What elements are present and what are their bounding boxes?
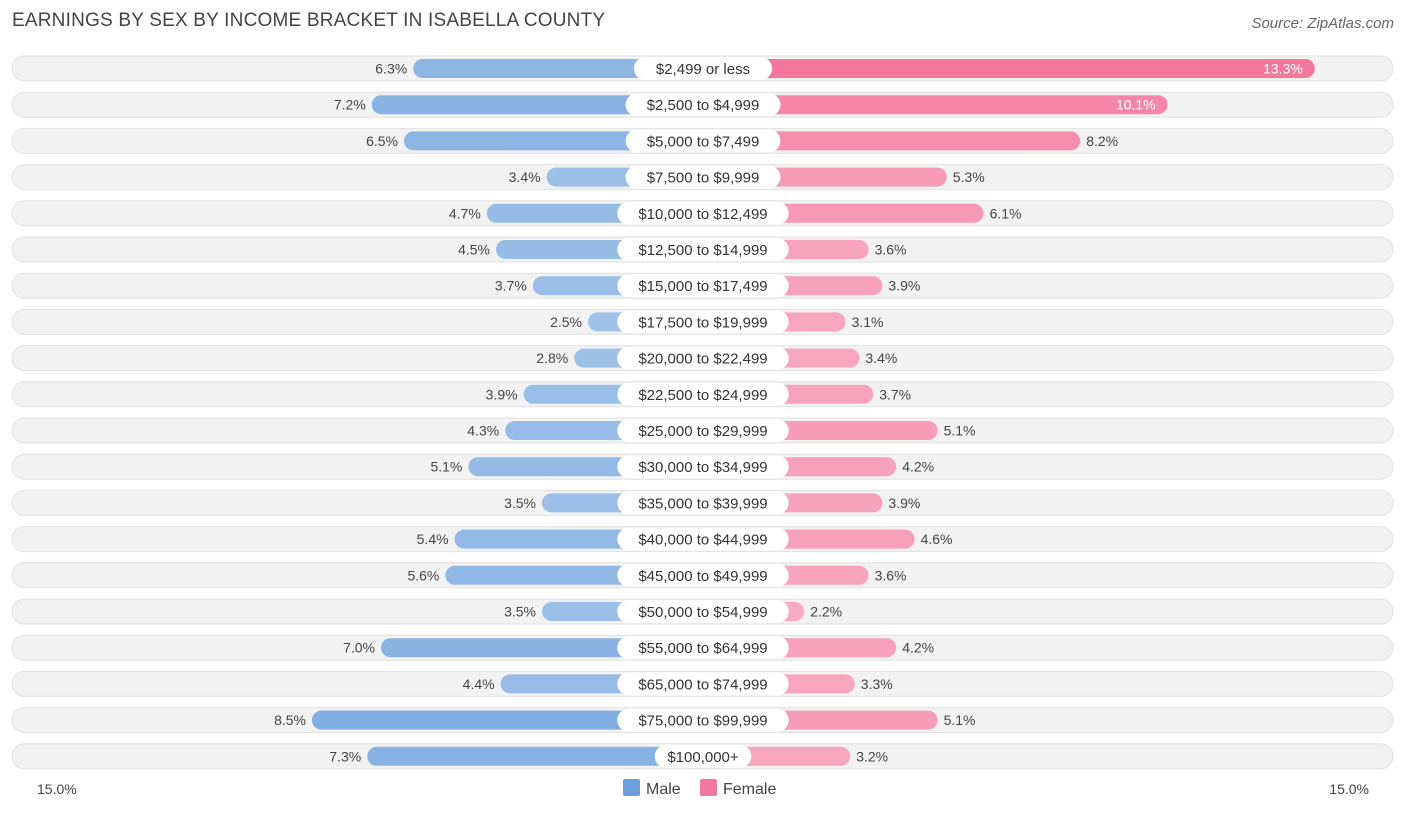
female-bar: [703, 131, 1081, 151]
category-label: $40,000 to $44,999: [638, 532, 767, 549]
female-value-label: 3.2%: [856, 748, 888, 764]
category-pill: [617, 419, 789, 442]
category-label: $12,500 to $14,999: [638, 242, 767, 259]
category-label: $2,499 or less: [656, 61, 750, 78]
female-value-label: 3.7%: [879, 386, 911, 402]
male-value-label: 2.8%: [536, 350, 568, 366]
category-label: $35,000 to $39,999: [638, 495, 767, 512]
female-value-label: 10.1%: [1116, 97, 1156, 113]
male-value-label: 5.1%: [430, 459, 462, 475]
male-value-label: 3.5%: [504, 495, 536, 511]
category-label: $50,000 to $54,999: [638, 604, 767, 621]
category-pill: [617, 346, 789, 370]
axis-left-label: 15.0%: [37, 781, 77, 797]
male-value-label: 4.7%: [449, 205, 481, 221]
female-value-label: 4.6%: [921, 531, 953, 547]
category-label: $30,000 to $34,999: [638, 459, 767, 476]
female-bar: [703, 95, 1168, 115]
category-label: $7,500 to $9,999: [647, 170, 760, 187]
category-label: $25,000 to $29,999: [638, 423, 767, 440]
female-value-label: 4.2%: [902, 459, 934, 475]
category-pill: [625, 129, 781, 153]
category-pill: [654, 744, 752, 768]
category-pill: [625, 93, 781, 117]
male-value-label: 3.5%: [504, 604, 536, 620]
category-pill: [617, 274, 789, 298]
male-value-label: 4.5%: [458, 242, 490, 258]
category-label: $22,500 to $24,999: [638, 387, 767, 404]
male-value-label: 3.9%: [486, 386, 518, 402]
category-label: $10,000 to $12,499: [638, 206, 767, 223]
female-value-label: 5.3%: [953, 169, 985, 185]
category-label: $15,000 to $17,499: [638, 278, 767, 295]
category-pill: [617, 201, 789, 225]
male-value-label: 5.6%: [407, 567, 439, 583]
category-label: $100,000+: [667, 749, 739, 766]
category-pill: [617, 382, 789, 406]
female-value-label: 3.9%: [888, 495, 920, 511]
legend-male-swatch: [623, 779, 640, 796]
female-value-label: 2.2%: [810, 604, 842, 620]
legend-female-label: Female: [723, 781, 776, 798]
category-pill: [617, 600, 789, 623]
male-value-label: 6.3%: [375, 61, 407, 77]
male-value-label: 5.4%: [417, 531, 449, 547]
category-label: $65,000 to $74,999: [638, 676, 767, 693]
female-value-label: 5.1%: [944, 423, 976, 439]
male-value-label: 4.4%: [463, 676, 495, 692]
female-value-label: 6.1%: [990, 205, 1022, 221]
legend-male-label: Male: [646, 781, 681, 798]
axis-right-label: 15.0%: [1329, 781, 1369, 797]
female-value-label: 13.3%: [1263, 61, 1303, 77]
category-label: $17,500 to $19,999: [638, 314, 767, 331]
category-pill: [617, 455, 789, 479]
male-bar: [371, 95, 703, 115]
category-label: $2,500 to $4,999: [647, 97, 760, 114]
female-value-label: 3.3%: [861, 676, 893, 692]
female-value-label: 5.1%: [944, 712, 976, 728]
chart-source: Source: ZipAtlas.com: [1251, 15, 1394, 32]
female-value-label: 4.2%: [902, 640, 934, 656]
category-pill: [617, 636, 789, 660]
category-pill: [617, 708, 789, 732]
female-bar: [703, 59, 1315, 78]
male-value-label: 7.3%: [329, 748, 361, 764]
female-value-label: 3.6%: [875, 242, 907, 258]
category-pill: [617, 672, 789, 696]
male-value-label: 4.3%: [467, 423, 499, 439]
male-value-label: 7.0%: [343, 640, 375, 656]
category-label: $20,000 to $22,499: [638, 351, 767, 368]
category-pill: [617, 563, 789, 587]
category-pill: [617, 491, 789, 515]
male-value-label: 7.2%: [334, 97, 366, 113]
male-bar: [413, 59, 703, 78]
male-bar: [312, 710, 703, 730]
category-pill: [633, 57, 773, 80]
category-pill: [625, 165, 781, 189]
category-label: $55,000 to $64,999: [638, 640, 767, 657]
category-label: $75,000 to $99,999: [638, 713, 767, 730]
chart-title: EARNINGS BY SEX BY INCOME BRACKET IN ISA…: [12, 10, 606, 31]
male-bar: [367, 746, 703, 766]
category-label: $45,000 to $49,999: [638, 568, 767, 585]
legend-female-swatch: [700, 779, 717, 796]
category-label: $5,000 to $7,499: [647, 133, 760, 150]
female-value-label: 3.9%: [888, 278, 920, 294]
male-value-label: 6.5%: [366, 133, 398, 149]
male-value-label: 3.7%: [495, 278, 527, 294]
female-value-label: 3.4%: [865, 350, 897, 366]
male-value-label: 8.5%: [274, 712, 306, 728]
male-value-label: 3.4%: [509, 169, 541, 185]
category-pill: [617, 310, 789, 334]
female-value-label: 8.2%: [1086, 133, 1118, 149]
category-pill: [617, 527, 789, 551]
category-pill: [617, 238, 789, 261]
female-value-label: 3.6%: [875, 567, 907, 583]
male-value-label: 2.5%: [550, 314, 582, 330]
female-value-label: 3.1%: [852, 314, 884, 330]
